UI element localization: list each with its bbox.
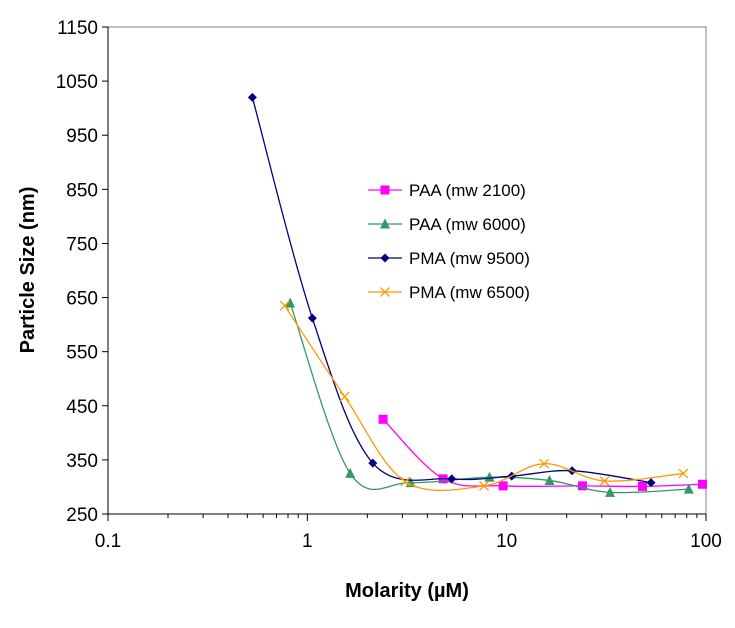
data-point [368,458,378,468]
legend-item: PAA (mw 2100) [368,181,526,200]
x-tick-label: 10 [496,531,517,552]
data-point [678,468,689,479]
x-tick-label: 100 [690,531,722,552]
legend-label: PAA (mw 6000) [409,215,526,234]
legend-item: PMA (mw 9500) [368,249,530,268]
legend-label: PMA (mw 6500) [409,283,530,302]
y-tick-label: 1150 [57,18,98,39]
data-point [479,480,489,491]
data-point [697,479,707,489]
y-axis-title: Particle Size (nm) [17,187,39,354]
data-point [285,297,296,308]
plot-area [107,26,707,515]
legend-marker [380,287,390,297]
y-tick-label: 850 [66,180,98,201]
y-tick-label: 550 [66,343,98,364]
y-tick-label: 350 [66,451,98,472]
data-point [484,471,495,482]
data-point [247,92,257,102]
data-point [646,478,656,488]
x-tick-label: 0.1 [95,531,121,552]
data-point [637,481,647,491]
data-point [577,481,587,491]
legend-label: PAA (mw 2100) [409,181,526,200]
data-point [498,481,508,491]
axes: 250 350 450 550 650 750 850 950 1050 1150 0.1 1 10 10… [56,18,722,552]
x-tick-label: 1 [302,531,313,552]
legend-label: PMA (mw 9500) [409,249,530,268]
y-tick-label: 1050 [56,72,98,93]
data-point [345,467,356,478]
data-point [400,476,411,487]
data-point [339,391,350,402]
legend-item: PMA (mw 6500) [368,283,530,302]
y-tick-label: 950 [66,126,98,147]
data-point [447,474,457,484]
data-point [605,486,616,497]
data-point [307,313,317,323]
legend-marker [380,218,390,229]
y-tick-label: 650 [66,289,98,310]
series-4 [279,300,689,492]
y-tick-label: 750 [66,234,98,255]
series-layer [247,92,707,497]
data-point [544,474,555,485]
x-axis-title: Molarity (µM) [345,580,469,602]
y-tick-label: 450 [66,397,98,418]
data-point [599,476,610,486]
data-point [279,300,290,311]
legend-item: PAA (mw 6000) [368,215,526,234]
legend: PAA (mw 2100) PAA (mw 6000) PMA (mw 9500) P… [368,181,530,302]
data-point [683,483,694,494]
legend-marker [380,253,390,263]
data-point [378,414,388,424]
y-tick-label: 250 [66,505,98,526]
data-point [539,458,550,469]
legend-marker [380,185,390,195]
